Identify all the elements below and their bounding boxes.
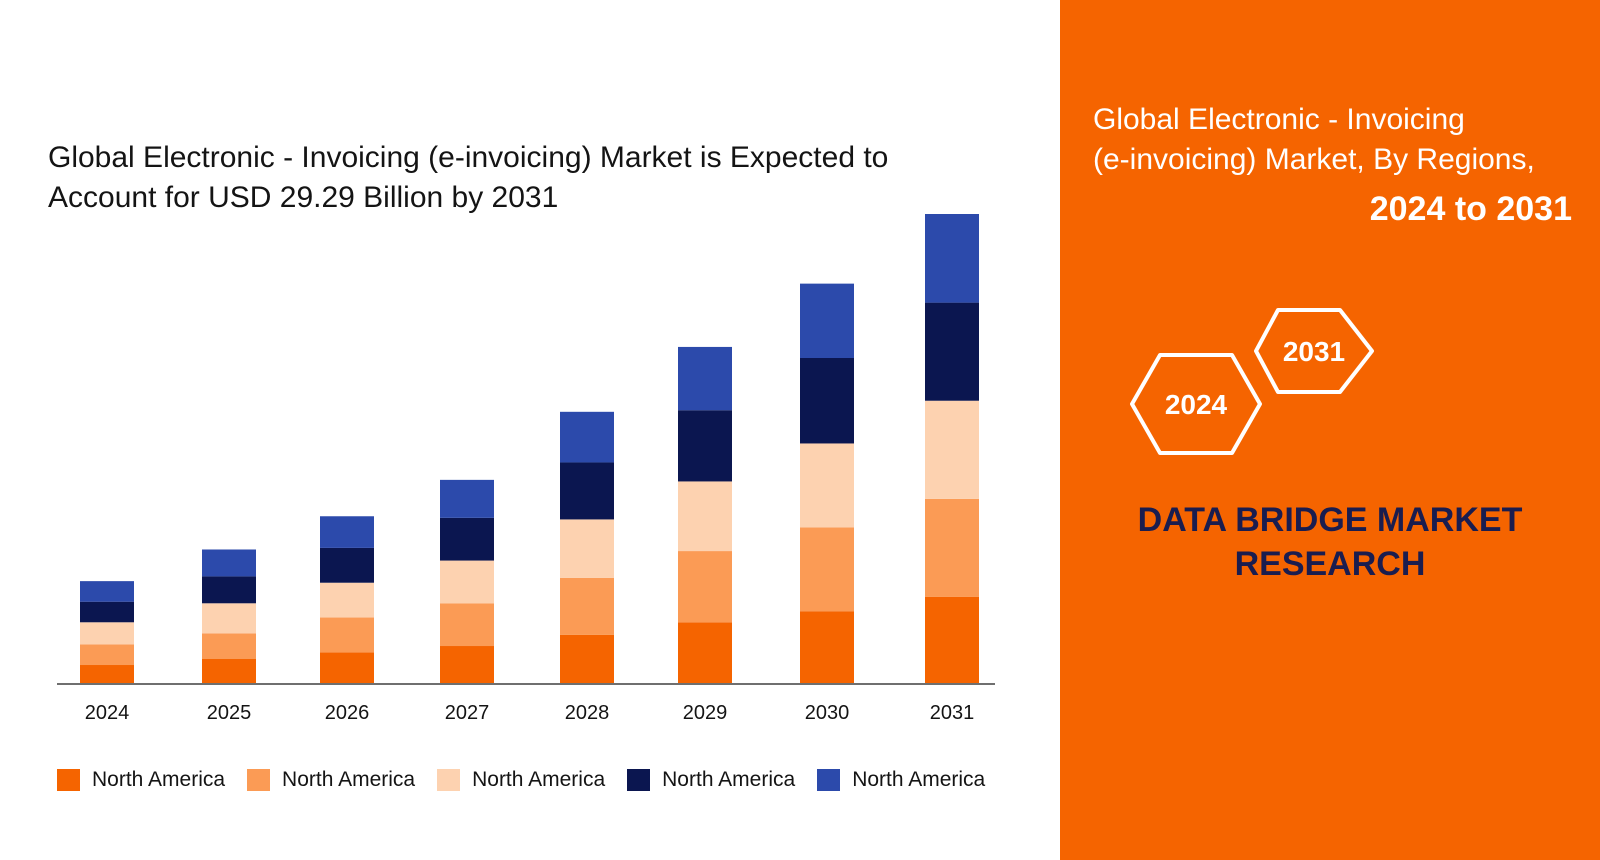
hexagon-end-icon — [1254, 308, 1374, 394]
legend-label-5: North America — [852, 768, 986, 791]
brand-line-2: RESEARCH — [1234, 545, 1426, 583]
bar-segment-2025-series-4 — [202, 576, 256, 604]
legend-swatch-5 — [817, 769, 841, 791]
bar-segment-2026-series-3 — [320, 582, 374, 618]
x-tick-label-2025: 2025 — [207, 702, 252, 724]
chart-title-line-2: Account for USD 29.29 Billion by 2031 — [48, 181, 559, 214]
bar-segment-2025-series-5 — [202, 549, 256, 577]
bar-segment-2026-series-1 — [320, 652, 374, 684]
legend-label-1: North America — [92, 768, 226, 791]
bar-segment-2030-series-4 — [800, 358, 854, 444]
bars-layer — [80, 214, 979, 684]
legend-swatch-4 — [627, 769, 651, 791]
legend-swatch-3 — [437, 769, 461, 791]
hexagon-start-year: 2024 — [1130, 353, 1262, 455]
stacked-bar-chart: 2024 2025 2026 2027 2028 2029 2030 2031 — [57, 214, 995, 724]
panel-title: Global Electronic - Invoicing (e-invoici… — [1093, 100, 1573, 180]
legend-item-1: North America — [57, 768, 225, 792]
bar-segment-2030-series-1 — [800, 611, 854, 684]
bar-segment-2025-series-2 — [202, 633, 256, 659]
chart-legend: North America North America North America N… — [57, 766, 1007, 794]
info-panel: Global Electronic - Invoicing (e-invoici… — [1060, 0, 1600, 860]
bar-segment-2024-series-5 — [80, 581, 134, 602]
legend-label-3: North America — [472, 768, 606, 791]
panel-title-line-1: Global Electronic - Invoicing — [1093, 103, 1465, 136]
legend-swatch-1 — [57, 769, 80, 791]
hexagon-end-year: 2031 — [1254, 308, 1374, 394]
bar-segment-2027-series-3 — [440, 560, 494, 604]
legend-item-2: North America — [247, 768, 415, 792]
bar-segment-2024-series-4 — [80, 601, 134, 623]
x-tick-label-2027: 2027 — [445, 702, 490, 724]
bar-segment-2024-series-1 — [80, 665, 134, 684]
x-tick-label-2029: 2029 — [683, 702, 728, 724]
chart-panel: Global Electronic - Invoicing (e-invoici… — [48, 138, 1008, 794]
bar-segment-2028-series-4 — [560, 462, 614, 520]
bar-segment-2027-series-2 — [440, 603, 494, 647]
bar-segment-2028-series-2 — [560, 577, 614, 635]
bar-segment-2030-series-2 — [800, 527, 854, 612]
bar-segment-2027-series-4 — [440, 517, 494, 561]
year-range: 2024 to 2031 — [1369, 190, 1572, 228]
bar-segment-2029-series-3 — [678, 481, 732, 552]
bar-segment-2026-series-4 — [320, 547, 374, 583]
bar-segment-2026-series-5 — [320, 516, 374, 548]
brand-name: DATA BRIDGE MARKET RESEARCH — [1060, 498, 1600, 586]
legend-label-4: North America — [662, 768, 796, 791]
bar-segment-2024-series-3 — [80, 622, 134, 645]
bar-segment-2026-series-2 — [320, 617, 374, 653]
bar-segment-2029-series-4 — [678, 410, 732, 482]
legend-label-2: North America — [282, 768, 416, 791]
x-tick-labels: 2024 2025 2026 2027 2028 2029 2030 2031 — [85, 702, 975, 724]
bar-segment-2029-series-5 — [678, 346, 732, 411]
hexagon-start-label: 2024 — [1165, 389, 1228, 420]
legend-item-3: North America — [437, 768, 605, 792]
bar-segment-2027-series-5 — [440, 479, 494, 518]
legend-swatch-2 — [247, 769, 271, 791]
chart-title: Global Electronic - Invoicing (e-invoici… — [48, 138, 1008, 218]
bar-segment-2031-series-2 — [925, 498, 979, 597]
x-tick-label-2030: 2030 — [805, 702, 850, 724]
x-tick-label-2026: 2026 — [325, 702, 370, 724]
bar-segment-2024-series-2 — [80, 644, 134, 666]
chart-title-line-1: Global Electronic - Invoicing (e-invoici… — [48, 141, 889, 174]
bar-segment-2029-series-1 — [678, 622, 732, 684]
bar-segment-2028-series-1 — [560, 634, 614, 684]
x-tick-label-2024: 2024 — [85, 702, 130, 724]
bar-segment-2028-series-5 — [560, 411, 614, 463]
bar-segment-2030-series-5 — [800, 283, 854, 359]
bar-segment-2031-series-5 — [925, 214, 979, 303]
bar-segment-2027-series-1 — [440, 646, 494, 684]
bar-segment-2030-series-3 — [800, 443, 854, 528]
bar-segment-2031-series-1 — [925, 596, 979, 684]
bar-segment-2029-series-2 — [678, 551, 732, 623]
legend-item-5: North America — [817, 768, 985, 792]
hexagon-end-label: 2031 — [1283, 336, 1345, 367]
bar-segment-2031-series-4 — [925, 302, 979, 401]
brand-line-1: DATA BRIDGE MARKET — [1137, 501, 1523, 539]
bar-segment-2025-series-3 — [202, 603, 256, 634]
bar-segment-2025-series-1 — [202, 658, 256, 684]
hexagon-start-icon — [1130, 353, 1262, 455]
bar-segment-2031-series-3 — [925, 400, 979, 499]
x-tick-label-2028: 2028 — [565, 702, 610, 724]
panel-title-line-2: (e-invoicing) Market, By Regions, — [1093, 143, 1535, 176]
x-tick-label-2031: 2031 — [930, 702, 975, 724]
legend-item-4: North America — [627, 768, 795, 792]
year-hexagons: 2024 2031 — [1130, 308, 1374, 455]
bar-segment-2028-series-3 — [560, 519, 614, 578]
